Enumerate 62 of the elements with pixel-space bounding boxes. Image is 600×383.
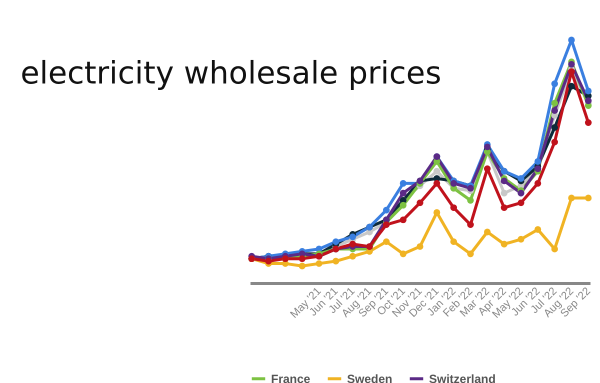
point: [500, 178, 508, 184]
point: [518, 199, 524, 206]
point: [500, 240, 508, 248]
point: [534, 226, 542, 233]
point: [551, 138, 558, 146]
point: [467, 250, 474, 258]
point: [400, 180, 407, 187]
point: [332, 258, 340, 264]
point: [298, 262, 306, 270]
point: [316, 260, 322, 267]
point: [484, 165, 491, 172]
text: electricity wholesale prices: [20, 56, 442, 92]
point: [400, 190, 407, 196]
point: [298, 255, 306, 262]
point: [551, 100, 558, 107]
point: [568, 82, 575, 90]
point: [584, 88, 592, 94]
point: [551, 107, 558, 114]
legend-label: Sweden: [347, 372, 392, 383]
point: [450, 180, 458, 187]
point: [500, 190, 508, 196]
point: [400, 216, 407, 224]
point: [450, 238, 458, 246]
point: [518, 236, 524, 243]
point: [584, 194, 592, 202]
point: [584, 119, 592, 126]
point: [568, 194, 575, 202]
point: [568, 60, 575, 68]
point: [349, 252, 356, 260]
point: [433, 180, 440, 187]
point: [433, 168, 440, 175]
point: [551, 246, 558, 252]
point: [534, 158, 542, 165]
point: [400, 202, 407, 209]
point: [467, 184, 474, 192]
point: [500, 204, 508, 212]
point: [551, 124, 558, 131]
point: [400, 250, 407, 258]
point: [382, 221, 390, 228]
point: [551, 80, 558, 88]
point: [416, 243, 424, 250]
point: [382, 238, 390, 246]
point: [584, 97, 592, 104]
point: [382, 206, 390, 214]
point: [265, 258, 272, 264]
point: [467, 197, 474, 204]
point: [416, 199, 424, 206]
point: [484, 144, 491, 150]
point: [568, 68, 575, 75]
point: [467, 221, 474, 228]
legend-label: Switzerland: [429, 372, 496, 383]
point: [450, 204, 458, 212]
point: [332, 238, 340, 246]
point: [433, 209, 440, 216]
point: [484, 228, 491, 236]
legend-label: France: [271, 372, 311, 383]
point: [349, 240, 356, 248]
point: [534, 180, 542, 187]
point: [349, 233, 356, 240]
point: [568, 36, 575, 44]
point: [518, 190, 524, 196]
point: [518, 175, 524, 182]
